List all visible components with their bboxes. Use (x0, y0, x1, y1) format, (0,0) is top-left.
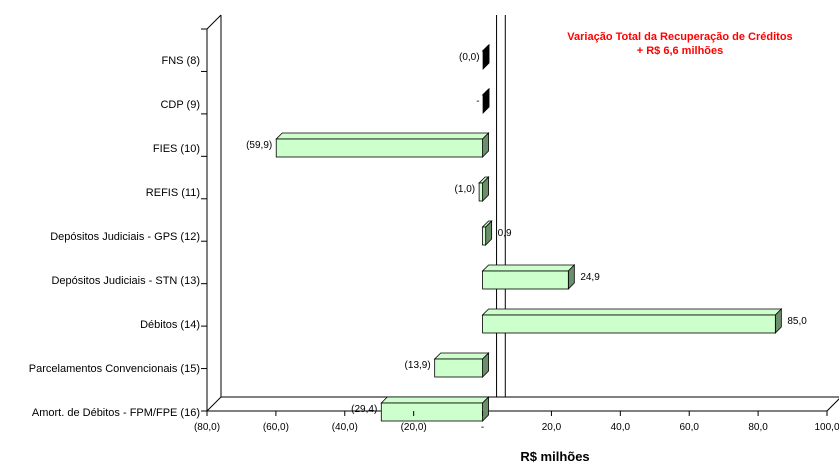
x-tick-label: - (481, 422, 484, 433)
x-tick-label: (20,0) (401, 422, 427, 433)
bar-front-face (482, 314, 776, 334)
bar-front-face (275, 138, 483, 158)
bar-front-face (482, 226, 487, 246)
category-label: Depósitos Judiciais - STN (13) (51, 275, 200, 287)
data-label: 0,9 (498, 228, 512, 239)
x-tick-label: 20,0 (542, 422, 562, 433)
x-tick-labels: (80,0) (60,0) (40,0) (20,0) - 20,0 40,0 60,0 80,… (194, 411, 839, 433)
bar (275, 132, 490, 158)
category-label: REFIS (11) (146, 187, 200, 199)
category-label: CDP (9) (160, 99, 200, 111)
data-label: (29,4) (351, 404, 377, 415)
y-axis-top-edge (206, 14, 222, 30)
bar-front-face (482, 270, 569, 290)
bar-front-face (434, 358, 483, 378)
bar-front-face (478, 182, 483, 202)
x-tick-label: 100,0 (814, 422, 839, 433)
x-tick-label: 80,0 (748, 422, 768, 433)
data-label: (59,9) (246, 140, 272, 151)
plot-frame (201, 14, 839, 412)
x-tick-label: 40,0 (611, 422, 631, 433)
data-label: (1,0) (455, 184, 476, 195)
data-label: 85,0 (787, 316, 807, 327)
bar (481, 264, 576, 290)
x-tick-label: (60,0) (263, 422, 289, 433)
bars (275, 44, 783, 422)
bar-front-face (380, 402, 483, 422)
floor-right-edge (826, 398, 839, 412)
bar-top-face (275, 132, 490, 140)
category-label: Depósitos Judiciais - GPS (12) (50, 231, 200, 243)
annotation-line-1: Variação Total da Recuperação de Crédito… (567, 31, 792, 43)
bar (433, 352, 490, 378)
category-label: Débitos (14) (140, 319, 200, 331)
x-tick-label: (40,0) (332, 422, 358, 433)
x-tick-label: 60,0 (679, 422, 699, 433)
floor-left-edge (206, 396, 222, 412)
bar-top-face (380, 396, 490, 404)
annotation-line-2: + R$ 6,6 milhões (637, 45, 724, 57)
bar (478, 176, 490, 202)
category-label: Amort. de Débitos - FPM/FPE (16) (32, 407, 200, 419)
data-label: 24,9 (580, 272, 600, 283)
data-label: - (476, 96, 479, 107)
bar (380, 396, 490, 422)
back-walls (220, 15, 839, 398)
bar-top-face (481, 264, 576, 272)
x-axis-label: R$ milhões (520, 449, 589, 464)
bar (481, 44, 491, 70)
bar (481, 88, 491, 114)
bar-side-face (482, 44, 490, 70)
bar-side-face (482, 88, 490, 114)
bar-top-face (481, 308, 783, 316)
bar (481, 308, 783, 334)
category-label: FIES (10) (153, 143, 200, 155)
bar-top-face (433, 352, 490, 360)
category-label: FNS (8) (162, 55, 201, 67)
category-labels: FNS (8) CDP (9) FIES (10) REFIS (11) Depósit… (29, 55, 200, 419)
bar (481, 220, 493, 246)
data-labels: (0,0) - (59,9) (1,0) 0,9 24,9 85,0 (13,9) (29,4) (246, 52, 807, 415)
x-tick-label: (80,0) (194, 422, 220, 433)
category-label: Parcelamentos Convencionais (15) (29, 363, 200, 375)
data-label: (0,0) (459, 52, 480, 63)
data-label: (13,9) (405, 360, 431, 371)
